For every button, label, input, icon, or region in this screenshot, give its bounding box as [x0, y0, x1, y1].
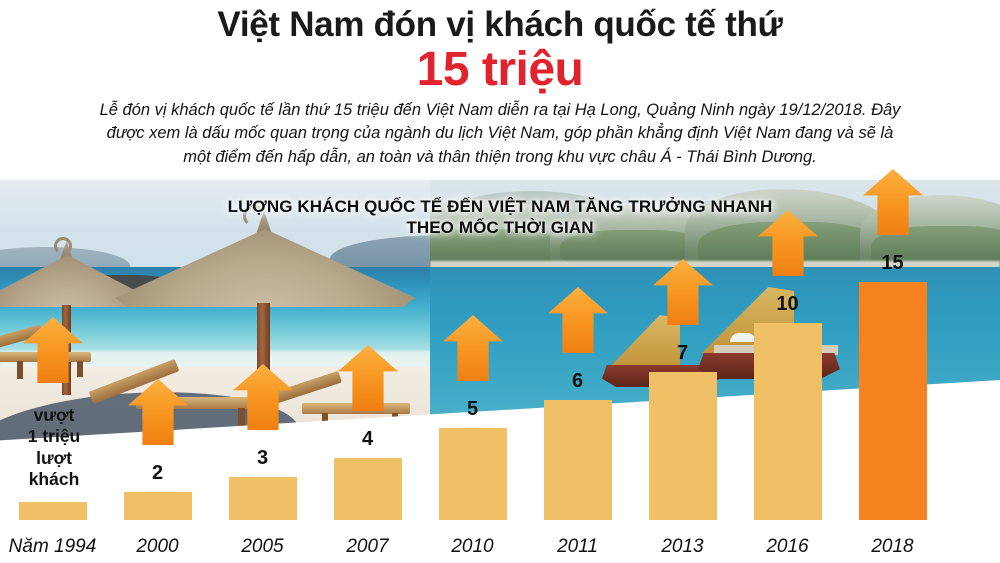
- parasol-finial: [54, 237, 72, 255]
- bar-value-2013: 7: [676, 342, 689, 364]
- growth-arrow-icon: [128, 379, 188, 445]
- bar-value-2007: 4: [361, 428, 374, 450]
- x-axis-label-2005: 2005: [241, 536, 284, 557]
- growth-arrow-icon: [23, 317, 83, 383]
- bar-2016: [754, 323, 822, 520]
- growth-arrow-icon: [338, 345, 398, 411]
- x-axis-label-2000: 2000: [136, 536, 179, 557]
- note-line-1: vượt: [33, 404, 75, 425]
- growth-arrow-icon: [548, 287, 608, 353]
- bar-2018: [859, 282, 927, 520]
- bar-value-2000: 2: [151, 462, 164, 484]
- chair-leg: [238, 408, 245, 428]
- note-line-3: lượt: [36, 447, 72, 468]
- x-axis-label-2010: 2010: [451, 536, 494, 557]
- growth-arrow-icon: [653, 259, 713, 325]
- bar-value-2010: 5: [466, 398, 479, 420]
- x-axis-label-2011: 2011: [557, 536, 598, 557]
- growth-arrow-icon: [233, 364, 293, 430]
- bar-2000: [124, 492, 192, 520]
- x-axis-label-1994: Năm 1994: [8, 536, 97, 557]
- bar-value-2018: 15: [881, 252, 904, 274]
- bar-2005: [229, 477, 297, 520]
- note-line-2: 1 triệu: [27, 426, 81, 447]
- bar-value-2005: 3: [256, 447, 269, 469]
- first-bar-note: vượt 1 triệu lượt khách: [0, 405, 110, 491]
- x-axis-label-2013: 2013: [661, 536, 704, 557]
- chart-title: LƯỢNG KHÁCH QUỐC TẾ ĐẾN VIỆT NAM TĂNG TR…: [0, 196, 1000, 239]
- header-block: Việt Nam đón vị khách quốc tế thứ 15 tri…: [0, 0, 1000, 180]
- lead-paragraph: Lễ đón vị khách quốc tế lần thứ 15 triệu…: [99, 101, 901, 166]
- page-title-highlight: 15 triệu: [416, 43, 584, 96]
- bar-1994: [19, 502, 87, 520]
- x-axis-label-2016: 2016: [766, 536, 809, 557]
- bar-2007: [334, 458, 402, 520]
- growth-arrow-icon: [443, 315, 503, 381]
- bar-value-2011: 6: [571, 370, 584, 392]
- parasol-large: [115, 205, 415, 428]
- chair-leg: [77, 361, 83, 377]
- note-line-4: khách: [28, 469, 80, 490]
- bar-2013: [649, 372, 717, 520]
- bar-2010: [439, 428, 507, 520]
- x-axis-label-2007: 2007: [346, 536, 389, 557]
- x-axis-label-2018: 2018: [871, 536, 914, 557]
- bar-2011: [544, 400, 612, 520]
- parasol-finial: [243, 205, 265, 227]
- chart-title-line-2: THEO MỐC THỜI GIAN: [406, 218, 594, 238]
- chair-leg: [17, 361, 23, 379]
- bar-value-2016: 10: [776, 293, 799, 315]
- boat-parasol: [730, 333, 756, 342]
- chart-title-line-1: LƯỢNG KHÁCH QUỐC TẾ ĐẾN VIỆT NAM TĂNG TR…: [227, 197, 773, 216]
- page-title: Việt Nam đón vị khách quốc tế thứ: [217, 5, 783, 44]
